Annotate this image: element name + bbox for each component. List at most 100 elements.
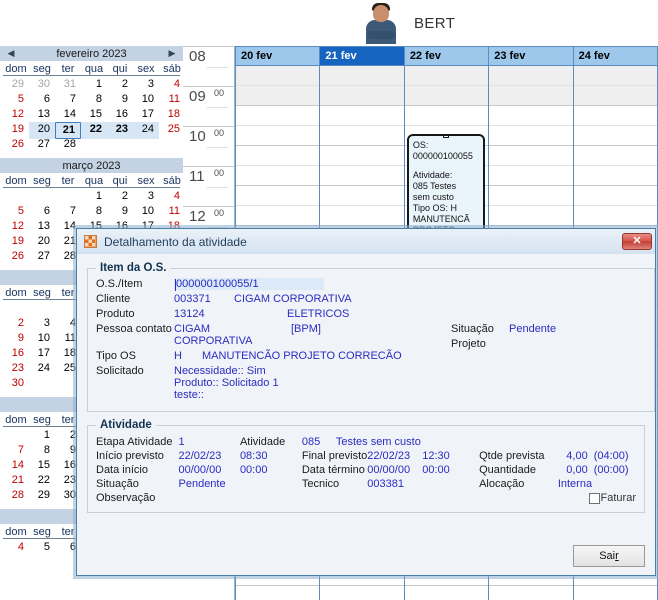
calendar-day-cell[interactable]: 29 [37, 489, 50, 501]
calendar-day-cell[interactable]: 7 [17, 444, 24, 456]
activity-detail-dialog[interactable]: Detalhamento da atividade ✕ Item da O.S.… [76, 228, 656, 576]
faturar-checkbox-wrap[interactable]: Faturar [479, 492, 636, 504]
chevron-left-icon[interactable]: ◀ [7, 48, 15, 58]
calendar-day-cell[interactable]: 11 [168, 93, 180, 105]
calendar-day-cell[interactable]: 22 [37, 474, 50, 486]
time-slot[interactable] [489, 166, 573, 186]
calendar-day-cell[interactable]: 14 [11, 459, 24, 471]
calendar-day-cell[interactable]: 1 [95, 190, 102, 202]
calendar-day-cell[interactable]: 6 [43, 205, 50, 217]
calendar-day-cell[interactable]: 5 [17, 205, 24, 217]
calendar-day-cell[interactable]: 21 [11, 474, 24, 486]
calendar-day-cell[interactable]: 31 [63, 78, 76, 90]
calendar-day-cell[interactable] [159, 137, 183, 152]
time-slot[interactable] [573, 146, 658, 166]
calendar-day-cell[interactable]: 6 [43, 93, 50, 105]
calendar-day-cell[interactable]: 11 [168, 205, 180, 217]
calendar-day-cell[interactable]: 4 [173, 190, 180, 202]
time-slot[interactable] [236, 186, 320, 206]
calendar-day-cell[interactable]: 23 [63, 474, 76, 486]
calendar-day-cell[interactable]: 17 [37, 347, 50, 359]
time-slot[interactable] [236, 166, 320, 186]
time-slot[interactable] [236, 566, 320, 586]
calendar-day-cell[interactable]: 2 [69, 429, 76, 441]
day-header-4[interactable]: 24 fev [573, 46, 658, 66]
calendar-day-cell[interactable]: 5 [43, 541, 50, 553]
time-slot[interactable] [236, 86, 320, 106]
time-slot[interactable] [573, 166, 658, 186]
calendar-day-cell[interactable]: 9 [17, 332, 24, 344]
calendar-day-cell[interactable]: 23 [107, 122, 133, 139]
calendar-day-cell[interactable]: 23 [11, 362, 24, 374]
calendar-day-cell[interactable]: 16 [11, 347, 24, 359]
calendar-day-cell[interactable]: 18 [63, 347, 76, 359]
time-slot[interactable] [404, 106, 489, 126]
calendar-day-cell[interactable]: 29 [11, 78, 24, 90]
chevron-right-icon[interactable]: ▶ [168, 48, 176, 58]
calendar-day-cell[interactable]: 4 [17, 541, 24, 553]
calendar-day-cell[interactable] [3, 301, 29, 316]
time-slot[interactable] [489, 106, 573, 126]
time-slot[interactable] [573, 566, 658, 586]
time-slot[interactable] [404, 86, 489, 106]
resize-handle[interactable] [442, 136, 449, 138]
calendar-day-cell[interactable] [29, 301, 55, 316]
time-slot[interactable] [320, 206, 404, 226]
time-slot[interactable] [236, 66, 320, 86]
calendar-day-cell[interactable]: 7 [69, 205, 76, 217]
calendar-day-cell[interactable]: 13 [37, 108, 50, 120]
calendar-day-cell[interactable]: 11 [64, 332, 76, 344]
calendar-day-cell[interactable]: 8 [95, 205, 102, 217]
calendar-day-cell[interactable] [81, 137, 107, 152]
calendar-day-cell[interactable]: 3 [43, 317, 50, 329]
time-slot[interactable] [489, 126, 573, 146]
day-header-1[interactable]: 21 fev [320, 46, 405, 66]
calendar-day-cell[interactable]: 24 [37, 362, 50, 374]
time-slot[interactable] [573, 66, 658, 86]
close-icon[interactable]: ✕ [622, 233, 652, 250]
calendar-day-cell[interactable]: 4 [69, 317, 76, 329]
calendar-day-cell[interactable]: 1 [95, 78, 102, 90]
time-slot[interactable] [489, 86, 573, 106]
calendar-day-cell[interactable]: 22 [81, 122, 107, 139]
faturar-checkbox[interactable] [588, 492, 600, 504]
time-slot[interactable] [489, 186, 573, 206]
time-slot[interactable] [236, 206, 320, 226]
calendar-day-cell[interactable]: 14 [63, 108, 76, 120]
calendar-day-cell[interactable]: 17 [141, 108, 154, 120]
time-slot[interactable] [404, 566, 489, 586]
calendar-day-cell[interactable]: 12 [11, 220, 24, 232]
calendar-day-cell[interactable]: 12 [11, 108, 24, 120]
day-header-3[interactable]: 23 fev [489, 46, 574, 66]
day-header-row[interactable]: 20 fev 21 fev 22 fev 23 fev 24 fev [235, 46, 658, 66]
time-slot[interactable] [320, 86, 404, 106]
calendar-day-cell[interactable]: 8 [95, 93, 102, 105]
time-slot[interactable] [320, 106, 404, 126]
calendar-day-cell[interactable]: 10 [141, 93, 154, 105]
calendar-day-cell[interactable]: 3 [147, 190, 154, 202]
calendar-day-cell[interactable]: 19 [11, 235, 24, 247]
time-slot[interactable] [573, 126, 658, 146]
calendar-day-cell[interactable]: 28 [63, 250, 76, 262]
calendar-day-cell[interactable]: 25 [167, 123, 180, 135]
calendar-day-cell[interactable]: 2 [121, 78, 128, 90]
calendar-day-cell[interactable]: 9 [69, 444, 76, 456]
calendar-day-cell[interactable]: 30 [63, 489, 76, 501]
time-slot[interactable] [489, 566, 573, 586]
current-user-block[interactable]: BERT [360, 2, 455, 44]
calendar-day-cell[interactable]: 27 [37, 138, 50, 150]
calendar-day-cell[interactable]: 30 [37, 78, 50, 90]
calendar-day-cell[interactable]: 21 [55, 122, 81, 139]
time-slot[interactable] [573, 106, 658, 126]
calendar-day-cell[interactable] [3, 428, 29, 443]
calendar-day-cell[interactable]: 10 [37, 332, 50, 344]
time-slot[interactable] [320, 126, 404, 146]
calendar-day-cell[interactable]: 26 [11, 250, 24, 262]
day-header-2[interactable]: 22 fev [404, 46, 490, 66]
calendar-day-cell[interactable]: 9 [121, 93, 128, 105]
calendar-day-cell[interactable]: 16 [63, 459, 76, 471]
calendar-day-cell[interactable]: 9 [121, 205, 128, 217]
time-slot[interactable] [236, 126, 320, 146]
calendar-day-cell[interactable]: 15 [37, 459, 50, 471]
calendar-day-cell[interactable]: 19 [11, 123, 24, 135]
